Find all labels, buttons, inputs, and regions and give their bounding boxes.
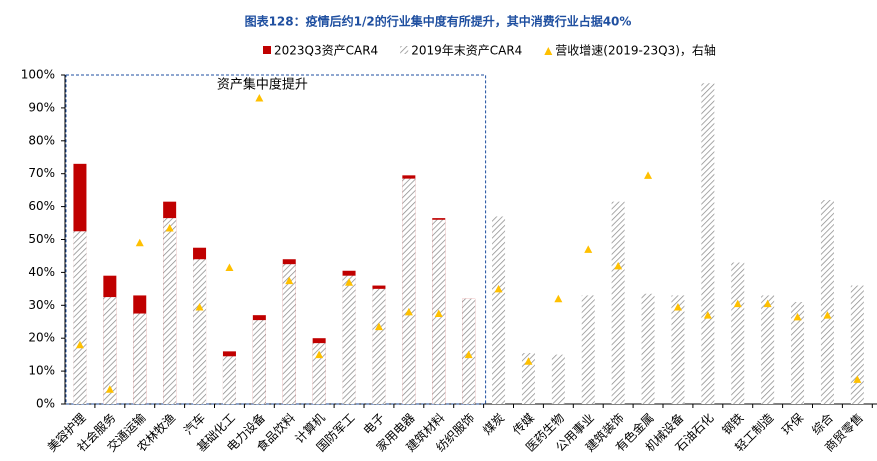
bar (761, 295, 775, 404)
y-tick-label: 0% (36, 397, 55, 411)
marker (524, 357, 533, 365)
bar (372, 288, 386, 404)
marker (345, 278, 354, 286)
bar (282, 264, 296, 404)
y-tick-label: 80% (28, 133, 55, 147)
legend-label: 2023Q3资产CAR4 (274, 44, 378, 58)
annotation: 资产集中度提升 (217, 77, 308, 93)
legend-label: 2019年末资产CAR4 (411, 44, 522, 58)
marker (494, 284, 503, 293)
bar (103, 297, 117, 404)
bar (252, 320, 266, 404)
bar (492, 216, 506, 404)
bar (402, 178, 416, 404)
bar (521, 353, 535, 404)
marker (165, 223, 174, 232)
marker (75, 340, 84, 349)
marker (105, 385, 114, 393)
y-tick-label: 10% (28, 364, 55, 378)
marker (285, 276, 294, 285)
marker (315, 350, 324, 359)
legend-swatch (400, 46, 409, 54)
marker (823, 311, 832, 319)
marker (225, 263, 234, 271)
bar (133, 313, 147, 404)
marker (673, 302, 682, 311)
marker (434, 309, 443, 318)
bar (222, 356, 236, 404)
y-tick-label: 30% (28, 298, 55, 312)
bar (701, 83, 715, 404)
bar (342, 275, 356, 404)
x-tick-label: 煤炭 (480, 411, 507, 438)
marker (554, 294, 563, 303)
bar (850, 285, 864, 404)
marker (733, 299, 742, 308)
marker (584, 245, 593, 253)
marker (374, 322, 383, 331)
marker (644, 171, 653, 179)
x-tick-label: 环保 (779, 411, 806, 438)
marker (793, 312, 802, 321)
marker (614, 261, 623, 270)
bar (731, 262, 745, 404)
marker (135, 238, 144, 247)
marker (195, 302, 204, 311)
y-tick-label: 100% (21, 68, 55, 82)
bar (73, 231, 87, 404)
x-tick-label: 综合 (808, 410, 836, 438)
y-tick-label: 40% (28, 265, 55, 279)
chart-title: 图表128：疫情后约1/2的行业集中度有所提升，其中消费行业占据40% (245, 14, 632, 29)
legend-label: 营收增速(2019-23Q3)，右轴 (555, 43, 716, 58)
y-tick-label: 90% (28, 100, 55, 114)
bar (611, 201, 625, 404)
y-tick-label: 50% (28, 232, 55, 246)
y-tick-label: 60% (28, 199, 55, 213)
bar (820, 200, 834, 404)
x-tick-label: 传媒 (509, 410, 537, 438)
highlight-box (65, 74, 487, 405)
bar (193, 259, 207, 404)
bar (671, 295, 685, 404)
marker (703, 311, 712, 319)
marker (404, 307, 413, 316)
legend-swatch (263, 46, 271, 54)
legend-swatch (544, 47, 553, 55)
marker (763, 299, 772, 308)
y-tick-label: 70% (28, 166, 55, 180)
bar (581, 295, 595, 404)
x-tick-label: 汽车 (181, 410, 209, 438)
bar (163, 218, 177, 404)
bar (312, 343, 326, 404)
bar (641, 293, 655, 404)
bar (551, 354, 565, 404)
marker (853, 375, 862, 383)
bar (791, 302, 805, 404)
marker (464, 350, 473, 359)
y-tick-label: 20% (28, 331, 55, 345)
marker (255, 94, 264, 102)
